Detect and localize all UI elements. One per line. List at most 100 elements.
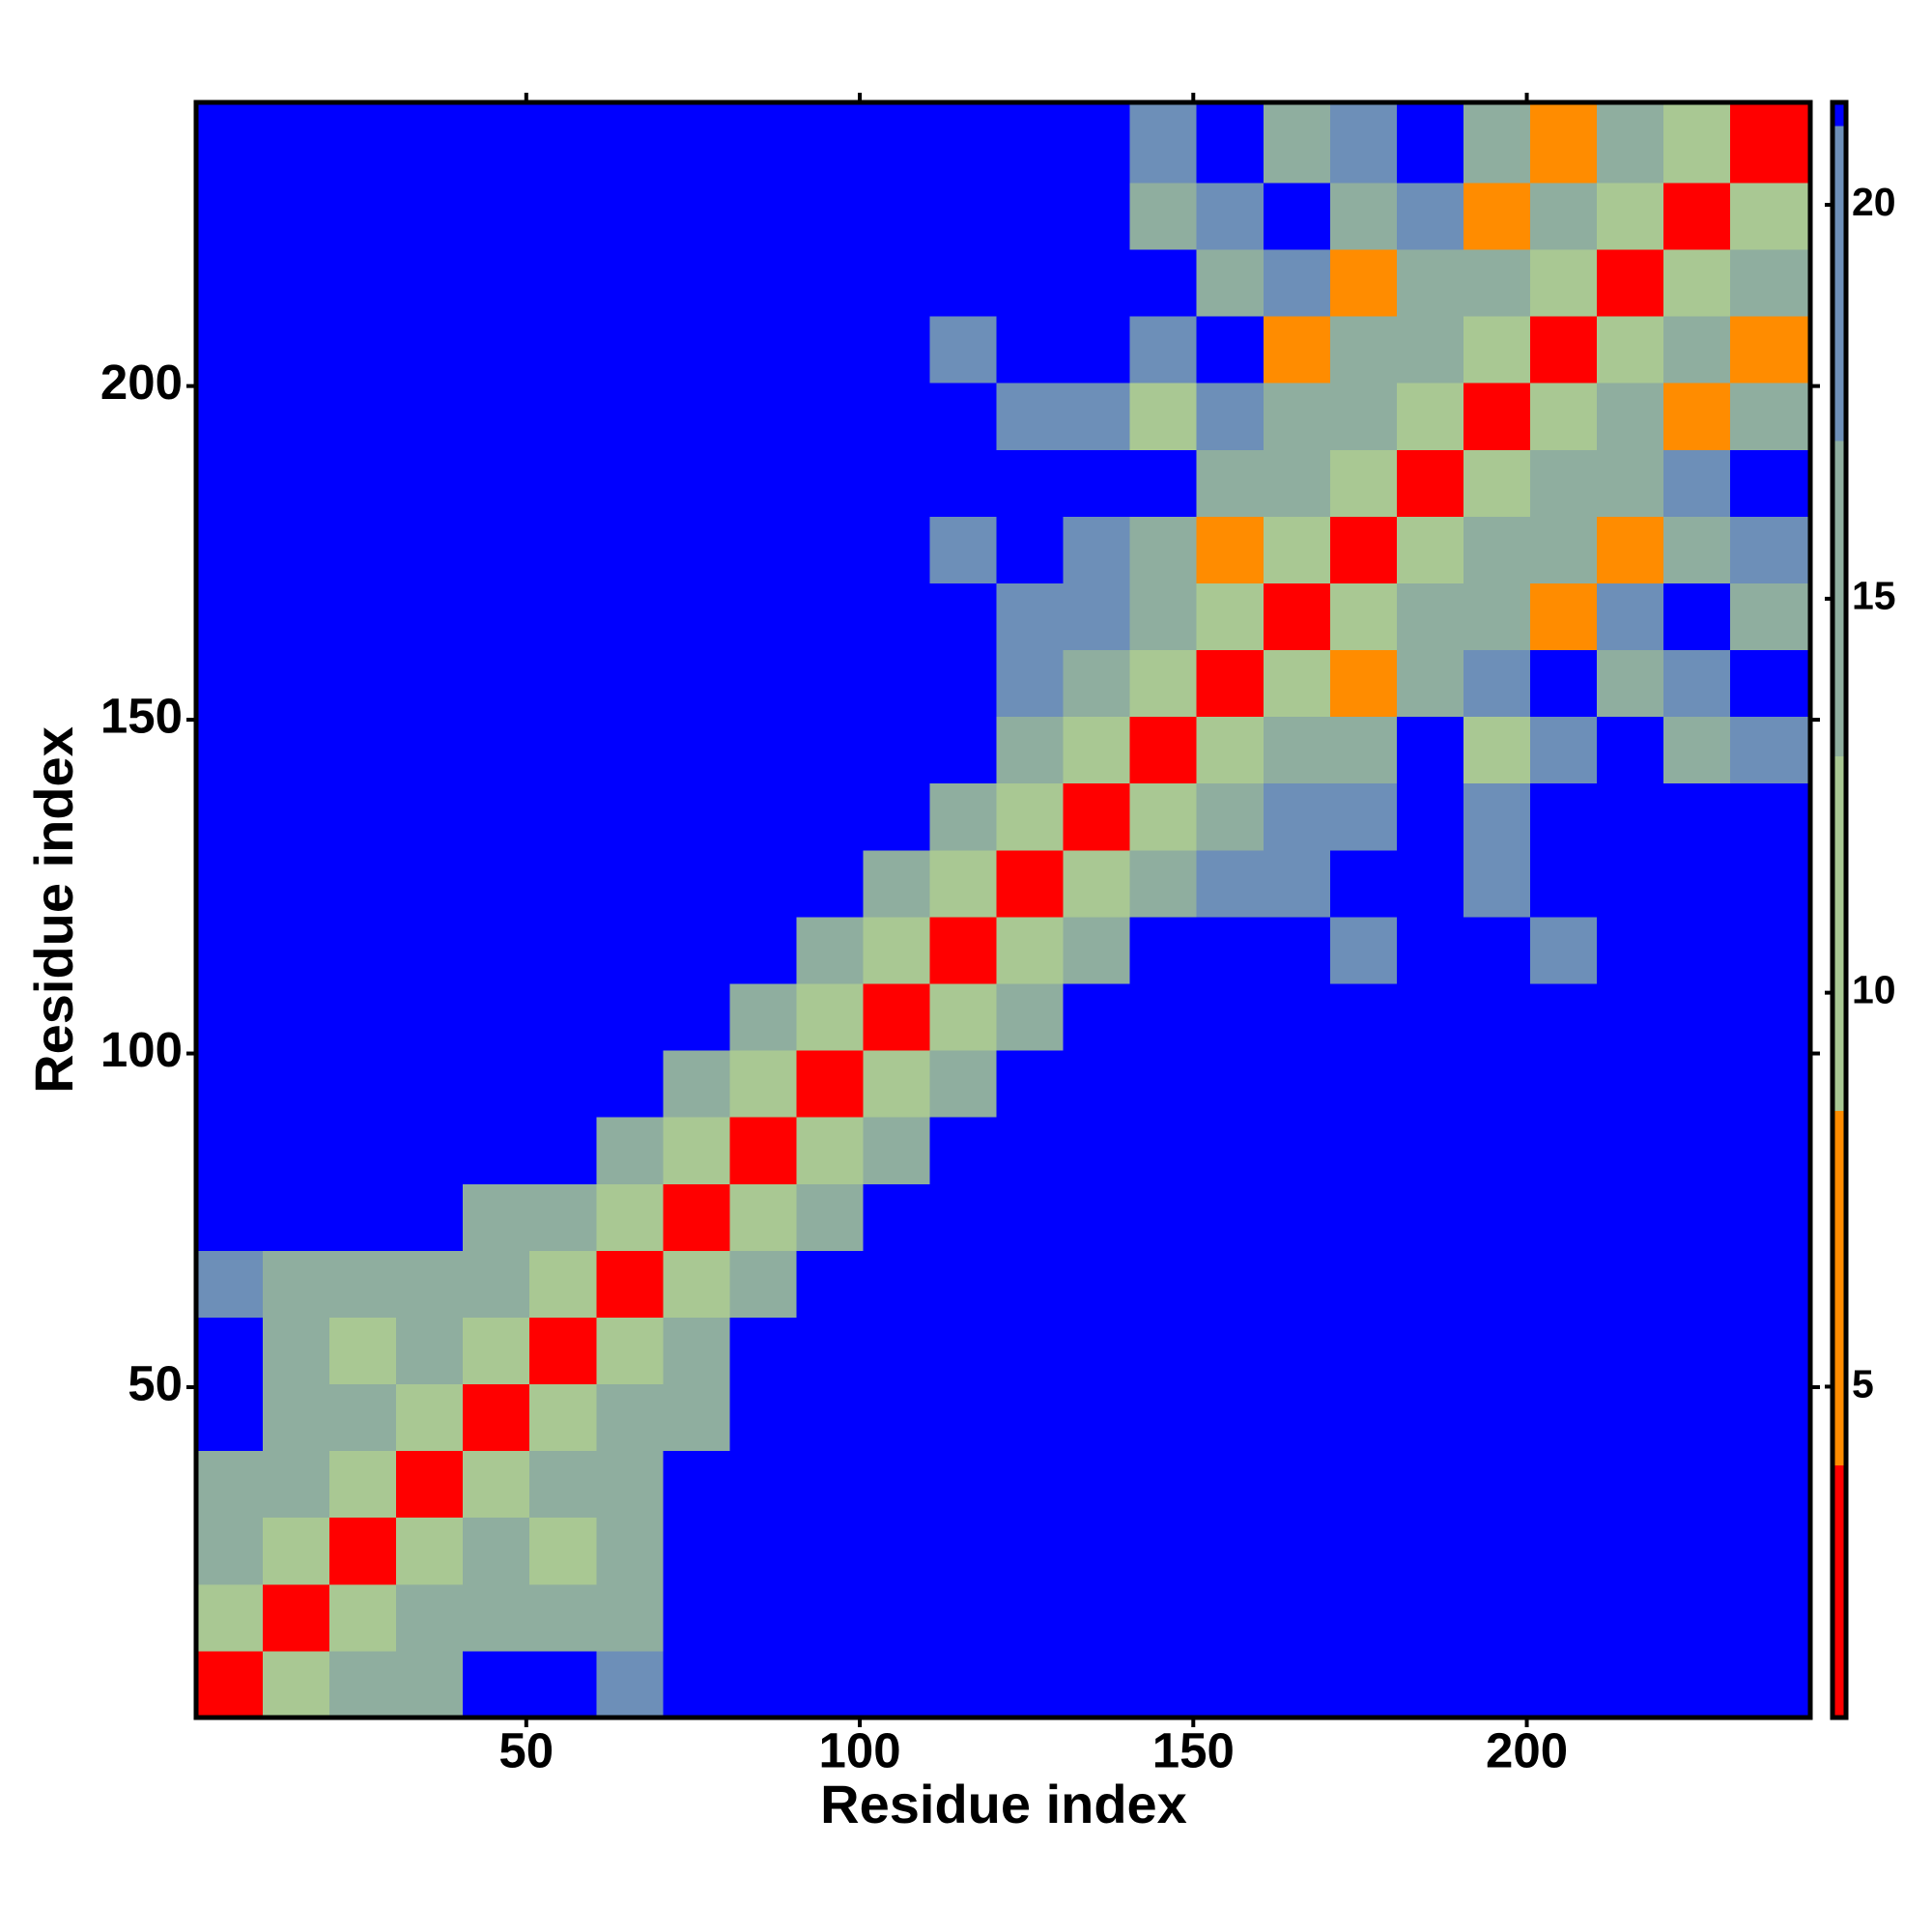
cell <box>796 316 864 384</box>
cell <box>1663 1117 1731 1184</box>
cell <box>1597 249 1664 317</box>
cell <box>1329 1517 1398 1585</box>
cell <box>1730 716 1811 784</box>
cell <box>463 102 530 184</box>
cell <box>396 1583 464 1652</box>
cell <box>263 1517 330 1585</box>
cell <box>463 316 530 384</box>
cell <box>329 449 397 517</box>
cell <box>463 782 530 851</box>
cell <box>996 1383 1065 1452</box>
cell <box>1396 716 1464 784</box>
cell <box>329 916 397 984</box>
cell <box>996 849 1065 918</box>
cell <box>1730 849 1811 918</box>
cell <box>1129 849 1198 918</box>
cell <box>729 1650 797 1719</box>
cell <box>1663 1450 1731 1519</box>
cell <box>863 782 931 851</box>
cell <box>1663 1183 1731 1251</box>
cell <box>1730 1517 1811 1585</box>
cell <box>1463 383 1531 450</box>
cell <box>996 449 1065 517</box>
cell <box>1129 1583 1198 1652</box>
cell <box>1730 1050 1811 1118</box>
cell <box>1597 1583 1664 1652</box>
cell <box>1463 449 1531 517</box>
cell <box>1396 1450 1464 1519</box>
cell <box>396 1450 464 1519</box>
cell <box>1463 1383 1531 1452</box>
cell <box>796 102 864 184</box>
cell <box>1263 1117 1331 1184</box>
cell <box>1329 1383 1398 1452</box>
cell <box>596 782 664 851</box>
cell <box>329 1117 397 1184</box>
cell <box>329 383 397 450</box>
cell <box>1529 1317 1598 1385</box>
cell <box>329 582 397 651</box>
cell <box>929 1517 998 1585</box>
cell <box>863 849 931 918</box>
cell <box>663 1650 730 1719</box>
cell <box>863 102 931 184</box>
cell <box>1396 849 1464 918</box>
cell <box>1063 102 1131 184</box>
cell <box>463 1517 530 1585</box>
cell <box>463 649 530 718</box>
cell <box>663 983 730 1051</box>
cell <box>196 449 264 517</box>
cell <box>1663 1650 1731 1719</box>
cell <box>329 716 397 784</box>
cell <box>1129 449 1198 517</box>
cell <box>1463 1050 1531 1118</box>
cell <box>729 182 797 250</box>
cell <box>596 983 664 1051</box>
cell <box>263 649 330 718</box>
cell <box>929 649 998 718</box>
cell <box>596 449 664 517</box>
cell <box>263 1050 330 1118</box>
cell <box>663 1050 730 1118</box>
cell <box>1129 316 1198 384</box>
cell <box>1396 1650 1464 1719</box>
cell <box>1396 1183 1464 1251</box>
cell <box>396 1317 464 1385</box>
cell <box>1663 716 1731 784</box>
cell <box>1263 316 1331 384</box>
cell <box>596 582 664 651</box>
cell <box>529 1517 597 1585</box>
cell <box>329 516 397 583</box>
colorbar-step <box>1833 126 1846 441</box>
cell <box>1063 782 1131 851</box>
cell <box>929 316 998 384</box>
cell <box>1463 1117 1531 1184</box>
x-axis-title: Residue index <box>820 1774 1187 1834</box>
cell <box>329 1183 397 1251</box>
cell <box>329 1050 397 1118</box>
cell <box>1329 1183 1398 1251</box>
cell <box>1196 782 1264 851</box>
cell <box>663 316 730 384</box>
cell <box>863 649 931 718</box>
cell <box>1329 1050 1398 1118</box>
cell <box>729 316 797 384</box>
cell <box>396 1650 464 1719</box>
cell <box>529 1450 597 1519</box>
cell <box>1063 383 1131 450</box>
cell <box>796 1117 864 1184</box>
cell <box>1263 1050 1331 1118</box>
cell <box>196 782 264 851</box>
cell <box>1063 983 1131 1051</box>
cell <box>729 1317 797 1385</box>
cell <box>996 1117 1065 1184</box>
cell <box>663 1450 730 1519</box>
cell <box>1129 782 1198 851</box>
cell <box>1663 182 1731 250</box>
cell <box>529 249 597 317</box>
cell <box>196 1583 264 1652</box>
cell <box>1529 182 1598 250</box>
cell <box>729 1250 797 1318</box>
cell <box>1329 249 1398 317</box>
cell <box>996 782 1065 851</box>
